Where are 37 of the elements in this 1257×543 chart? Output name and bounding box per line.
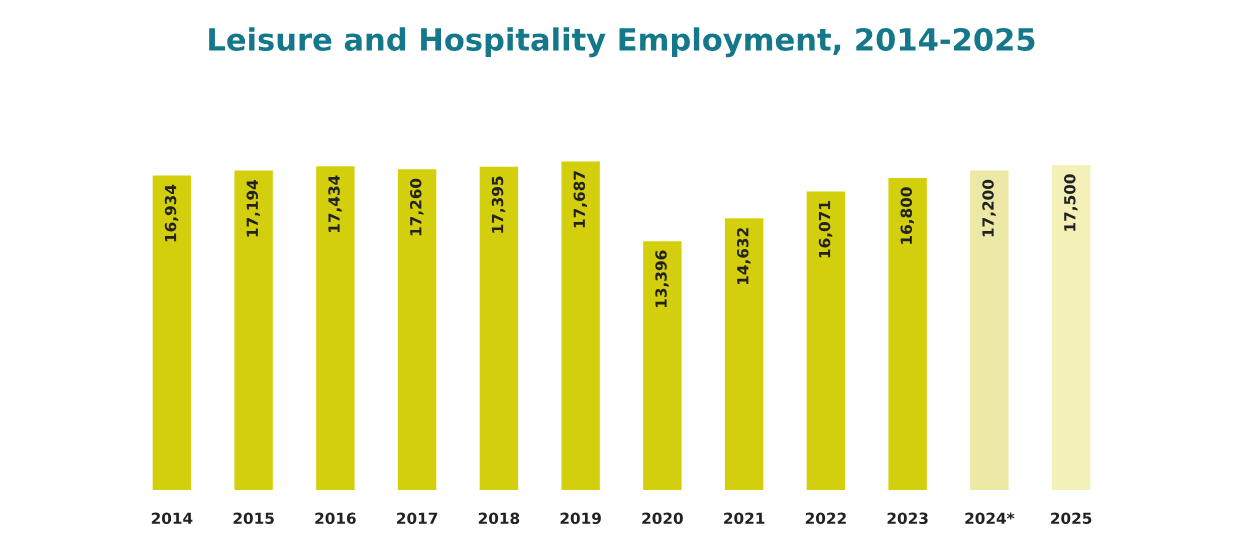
data-label: 13,396 bbox=[655, 250, 669, 307]
x-tick-label: 2014 bbox=[151, 512, 193, 525]
x-tick-label: 2022 bbox=[805, 512, 846, 525]
data-label: 17,687 bbox=[573, 171, 588, 228]
x-tick-label: 2018 bbox=[478, 512, 520, 525]
bar bbox=[397, 169, 437, 490]
bar bbox=[806, 191, 846, 490]
bar bbox=[152, 175, 192, 490]
data-label: 16,934 bbox=[164, 184, 179, 242]
data-label: 17,200 bbox=[982, 179, 996, 237]
bar bbox=[1051, 164, 1091, 490]
data-label: 17,500 bbox=[1064, 174, 1078, 231]
data-label: 17,194 bbox=[246, 179, 261, 237]
bar bbox=[888, 177, 927, 490]
bar bbox=[479, 166, 519, 490]
bar bbox=[316, 166, 355, 490]
x-tick-label: 2015 bbox=[233, 512, 274, 525]
bar bbox=[561, 161, 600, 490]
bar bbox=[234, 170, 273, 490]
data-label: 17,395 bbox=[491, 176, 506, 233]
data-label: 14,632 bbox=[737, 228, 751, 285]
x-tick-label: 2023 bbox=[887, 512, 928, 525]
bar bbox=[724, 218, 764, 490]
x-tick-label: 2024* bbox=[965, 512, 1015, 525]
data-label: 16,800 bbox=[900, 187, 915, 244]
data-label: 16,071 bbox=[818, 201, 833, 258]
x-tick-label: 2021 bbox=[724, 512, 765, 525]
bar bbox=[643, 241, 682, 490]
x-tick-label: 2017 bbox=[397, 512, 438, 525]
x-tick-label: 2019 bbox=[560, 512, 601, 525]
x-tick-label: 2016 bbox=[315, 512, 356, 525]
x-tick-label: 2025 bbox=[1051, 512, 1092, 525]
chart-title: Leisure and Hospitality Employment, 2014-2025 bbox=[209, 27, 1035, 58]
data-label: 17,434 bbox=[328, 175, 342, 232]
data-label: 17,260 bbox=[410, 178, 424, 236]
bar bbox=[970, 170, 1009, 490]
x-tick-label: 2020 bbox=[642, 512, 683, 525]
